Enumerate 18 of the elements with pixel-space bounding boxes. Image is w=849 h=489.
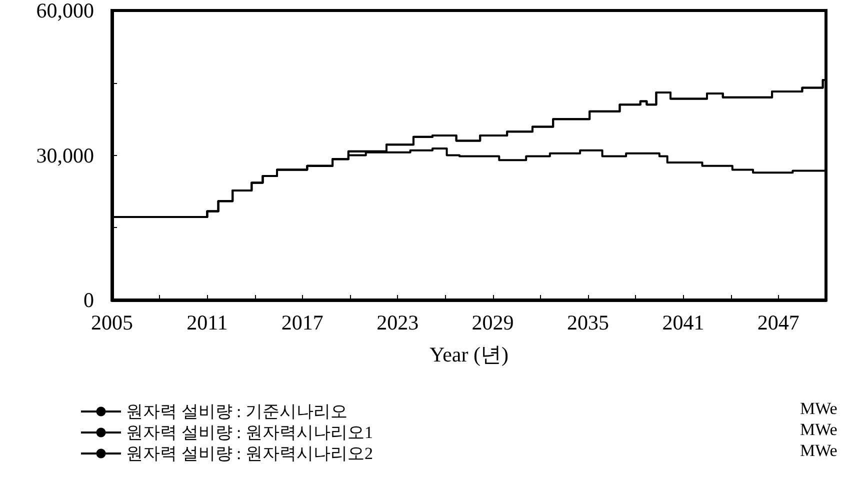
- x-tick-label: 2023: [376, 310, 419, 334]
- x-tick-label: 2017: [281, 310, 324, 334]
- text: MWe: [800, 420, 838, 439]
- text: MWe: [800, 441, 838, 460]
- x-tick-label: 2041: [662, 310, 704, 334]
- x-tick-label: 2011: [186, 310, 228, 334]
- y-tick-label: 30,000: [36, 143, 94, 168]
- x-tick-label: 2047: [757, 310, 800, 334]
- text: MWe: [800, 399, 838, 418]
- y-tick-label: 0: [84, 288, 94, 312]
- x-tick-label: 2029: [472, 310, 514, 334]
- x-tick-label: 2035: [567, 310, 609, 334]
- y-tick-label: 60,000: [36, 0, 94, 22]
- legend-label: 원자력 설비량 : 원자력시나리오1: [126, 423, 373, 442]
- x-axis-title: Year (년): [430, 342, 508, 366]
- x-tick-label: 2005: [91, 310, 133, 334]
- legend-label: 원자력 설비량 : 기준시나리오: [126, 402, 348, 421]
- legend-label: 원자력 설비량 : 원자력시나리오2: [126, 444, 373, 463]
